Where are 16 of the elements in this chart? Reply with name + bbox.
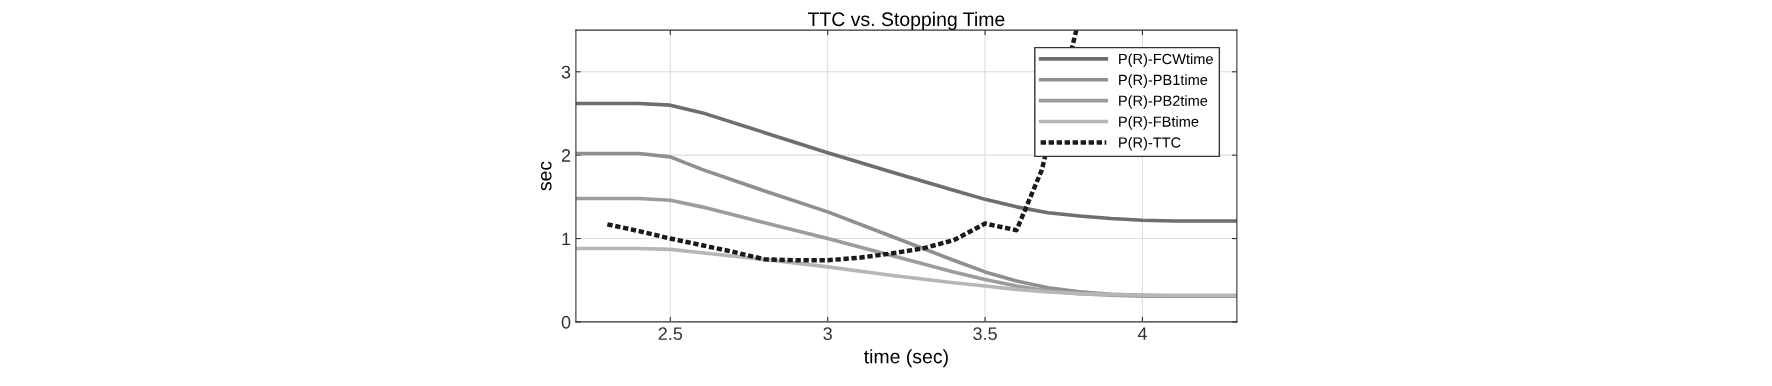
legend-label: P(R)-FCWtime (1119, 53, 1213, 68)
legend-label: P(R)-PB2time (1119, 95, 1208, 109)
x-axis-title: time (sec) (864, 349, 948, 368)
y-tick-label: 1 (562, 232, 571, 246)
x-tick-label: 4 (1137, 327, 1147, 340)
x-tick-label: 2.5 (658, 327, 683, 341)
x-tick-label: 3.5 (973, 327, 997, 341)
chart-title: TTC vs. Stopping Time (807, 11, 1005, 30)
y-tick-label: 0 (561, 315, 571, 329)
y-tick-label: 2 (561, 149, 571, 162)
x-tick-label: 3 (823, 327, 832, 341)
legend-label: P(R)-TTC (1119, 136, 1181, 151)
y-axis-title: sec (540, 161, 552, 191)
legend-label: P(R)-PB1time (1119, 74, 1208, 88)
legend-label: P(R)-FBtime (1119, 116, 1199, 130)
y-tick-label: 3 (561, 65, 571, 79)
